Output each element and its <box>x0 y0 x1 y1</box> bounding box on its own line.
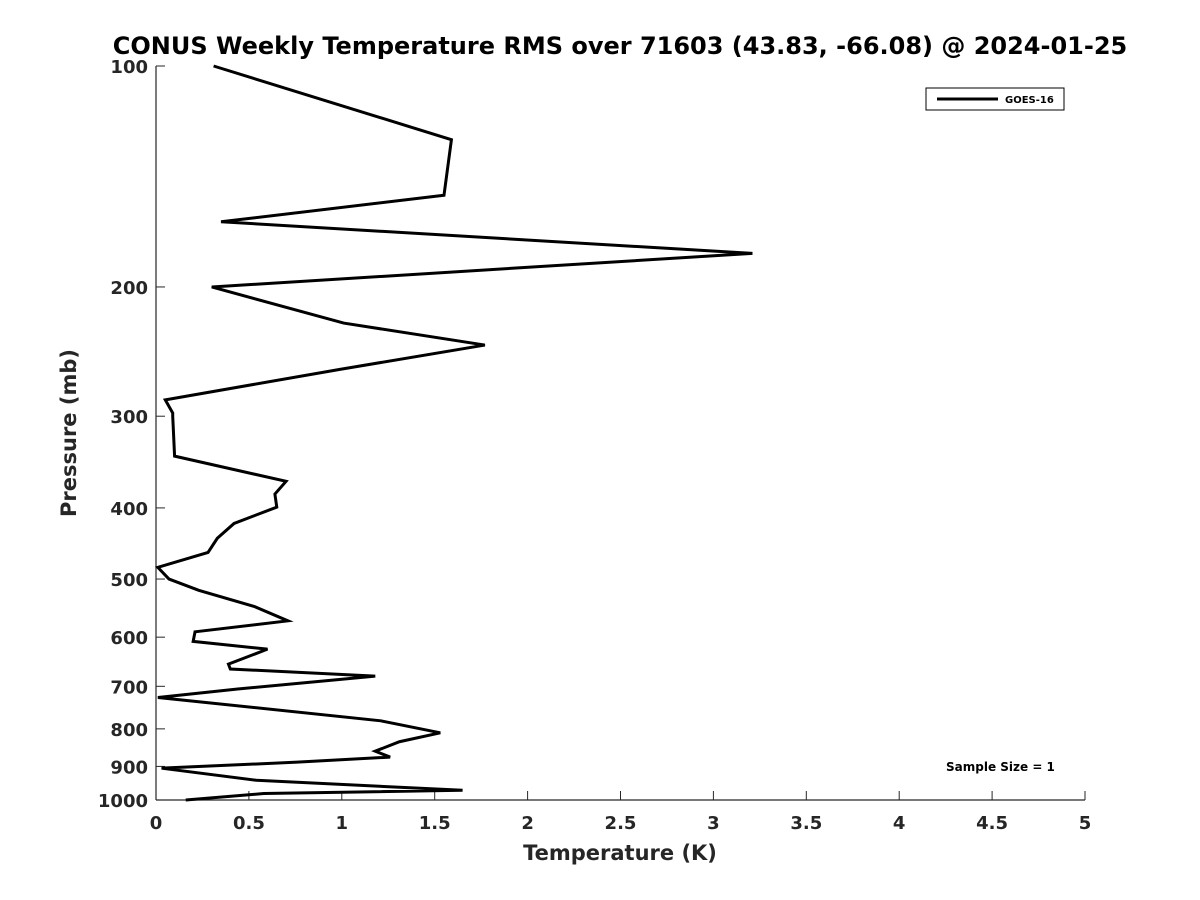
y-tick-label: 900 <box>110 757 148 778</box>
chart-title: CONUS Weekly Temperature RMS over 71603 … <box>113 32 1127 60</box>
y-tick-label: 800 <box>110 720 148 741</box>
y-axis-ticks: 100 200 300 400 500 600 700 800 900 1000 <box>98 57 165 812</box>
x-tick-label: 2 <box>521 813 534 834</box>
legend-label-goes-16: GOES-16 <box>1005 95 1054 106</box>
x-tick-label: 4 <box>893 813 906 834</box>
x-axis-ticks: 0 0.5 1 1.5 2 2.5 3 3.5 4 4.5 5 <box>150 791 1092 834</box>
x-tick-label: 1.5 <box>419 813 451 834</box>
y-tick-label: 200 <box>110 278 148 299</box>
sample-size-annotation: Sample Size = 1 <box>946 760 1055 774</box>
x-tick-label: 3 <box>707 813 720 834</box>
series-line-goes-16 <box>155 64 753 802</box>
y-tick-label: 100 <box>110 57 148 78</box>
x-tick-label: 0.5 <box>233 813 265 834</box>
y-tick-label: 400 <box>110 499 148 520</box>
x-tick-label: 2.5 <box>605 813 637 834</box>
y-tick-label: 600 <box>110 628 148 649</box>
x-tick-label: 3.5 <box>790 813 822 834</box>
x-tick-label: 5 <box>1079 813 1092 834</box>
x-tick-label: 0 <box>150 813 163 834</box>
y-tick-label: 300 <box>110 407 148 428</box>
y-tick-label: 700 <box>110 677 148 698</box>
x-axis-label: Temperature (K) <box>523 841 717 865</box>
y-axis-label: Pressure (mb) <box>57 349 81 517</box>
y-tick-label: 1000 <box>98 791 148 812</box>
y-tick-label: 500 <box>110 570 148 591</box>
x-tick-label: 4.5 <box>976 813 1008 834</box>
legend: GOES-16 <box>925 87 1065 111</box>
x-tick-label: 1 <box>336 813 349 834</box>
